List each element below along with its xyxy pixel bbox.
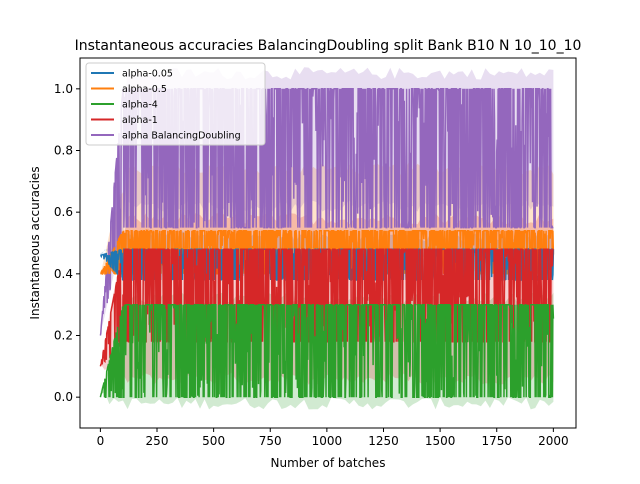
legend-label: alpha BalancingDoubling [122,131,241,142]
series-line [99,88,554,336]
legend-label: alpha-0.5 [122,84,167,95]
series-line [100,228,555,276]
legend-label: alpha-1 [122,115,158,126]
legend-label: alpha-4 [122,100,158,111]
x-tick-label: 250 [146,434,169,448]
x-tick-label: 1500 [425,434,456,448]
x-tick-label: 2000 [538,434,569,448]
y-tick-label: 0.2 [54,329,73,343]
x-tick-label: 750 [259,434,282,448]
x-tick-label: 500 [202,434,225,448]
y-tick-label: 0.8 [54,144,73,158]
chart-title: Instantaneous accuracies BalancingDoubli… [75,38,582,54]
x-tick-label: 1750 [481,434,512,448]
legend: alpha-0.05 alpha-0.5 alpha-4 alpha-1 alpha B… [85,62,266,146]
y-tick-label: 0.0 [54,390,73,404]
y-tick-label: 0.6 [54,205,73,219]
x-axis: 0 250 500 750 1000 1250 1500 1750 2000 [97,428,569,448]
legend-label: alpha-0.05 [122,69,173,80]
y-tick-label: 1.0 [54,82,73,96]
y-axis: 0.0 0.2 0.4 0.6 0.8 1.0 [54,82,80,404]
series-lines [99,88,555,398]
x-tick-label: 1000 [312,434,343,448]
y-axis-label: Instantaneous accuracies [28,166,42,319]
y-tick-label: 0.4 [54,267,73,281]
x-axis-label: Number of batches [271,456,386,470]
x-tick-label: 0 [97,434,105,448]
legend-box [85,62,266,146]
x-tick-label: 1250 [368,434,399,448]
plot-frame [79,57,577,429]
series-line [99,303,555,398]
